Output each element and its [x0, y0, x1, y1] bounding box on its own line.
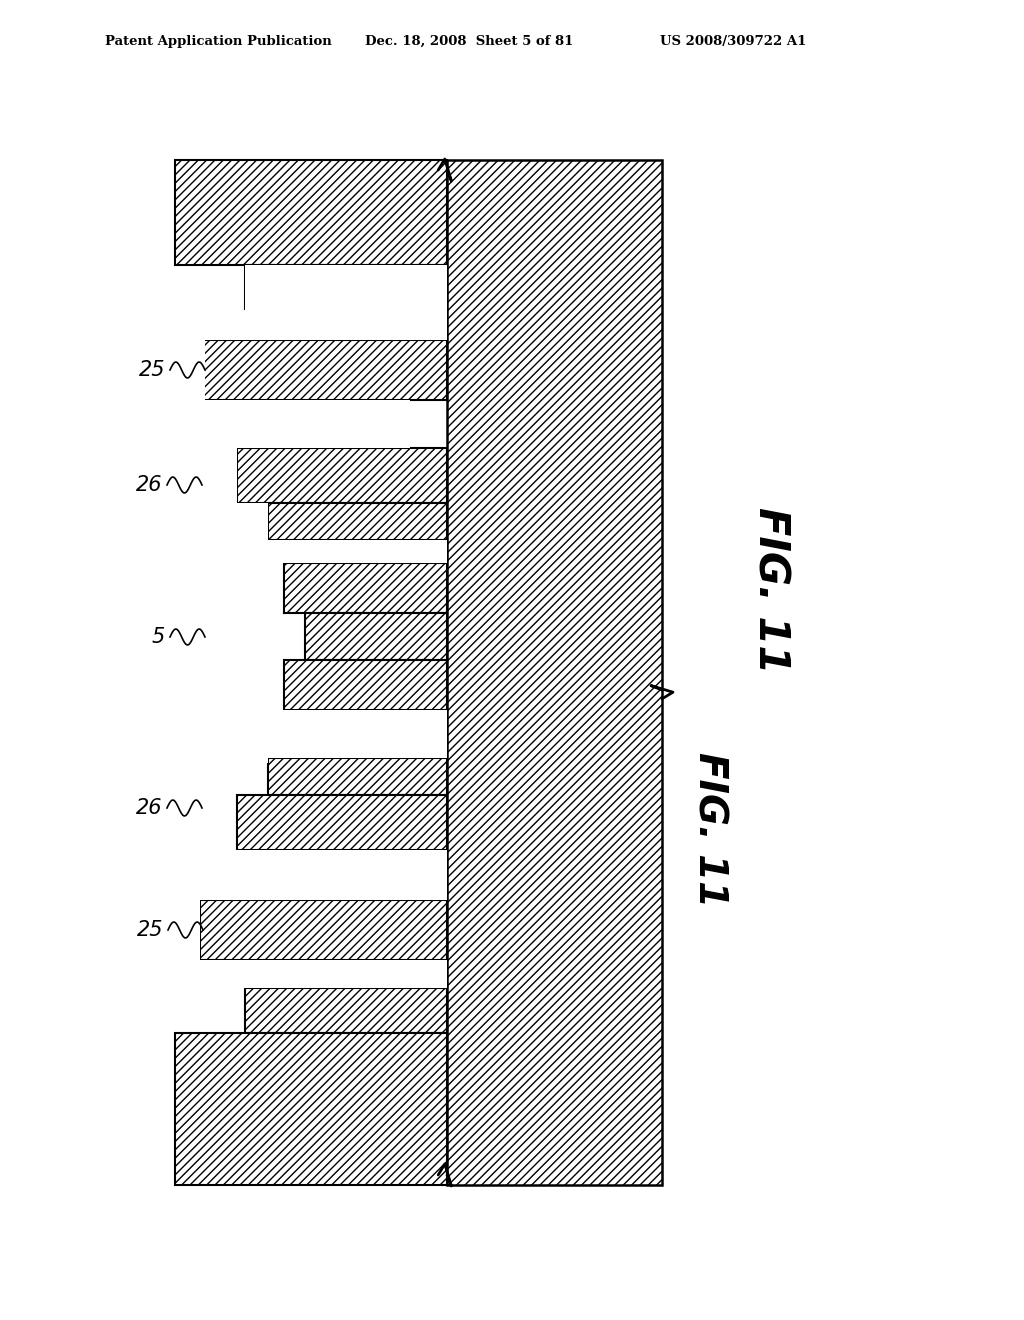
Bar — [175, 310, 200, 987]
Bar — [237, 540, 268, 564]
Bar — [245, 960, 447, 987]
Bar — [284, 564, 447, 612]
Text: 5: 5 — [152, 627, 165, 647]
Text: FIG. 11: FIG. 11 — [749, 507, 791, 673]
Bar — [200, 310, 205, 900]
Bar — [268, 540, 447, 564]
Text: FIG. 11: FIG. 11 — [691, 752, 729, 908]
Text: 25: 25 — [136, 920, 163, 940]
Text: 26: 26 — [135, 799, 162, 818]
Bar — [284, 660, 447, 710]
Bar — [200, 960, 447, 987]
Bar — [200, 400, 410, 447]
Text: 25: 25 — [138, 360, 165, 380]
Bar — [175, 160, 447, 265]
Bar — [245, 265, 447, 310]
Text: 26: 26 — [135, 475, 162, 495]
Bar — [175, 1034, 447, 1185]
Bar — [200, 447, 237, 710]
Bar — [268, 503, 447, 540]
Bar — [200, 341, 447, 400]
Bar — [268, 758, 447, 795]
Bar — [245, 987, 447, 1034]
Bar — [245, 265, 447, 310]
Text: Patent Application Publication: Patent Application Publication — [105, 36, 332, 48]
Bar — [237, 447, 447, 503]
Text: Dec. 18, 2008  Sheet 5 of 81: Dec. 18, 2008 Sheet 5 of 81 — [365, 36, 573, 48]
Bar — [200, 310, 447, 341]
Bar — [447, 160, 662, 1185]
Text: US 2008/309722 A1: US 2008/309722 A1 — [660, 36, 806, 48]
Bar — [305, 612, 447, 660]
Bar — [237, 795, 447, 850]
Bar — [200, 850, 447, 900]
Bar — [237, 503, 268, 763]
Bar — [200, 900, 447, 960]
Bar — [268, 710, 447, 758]
